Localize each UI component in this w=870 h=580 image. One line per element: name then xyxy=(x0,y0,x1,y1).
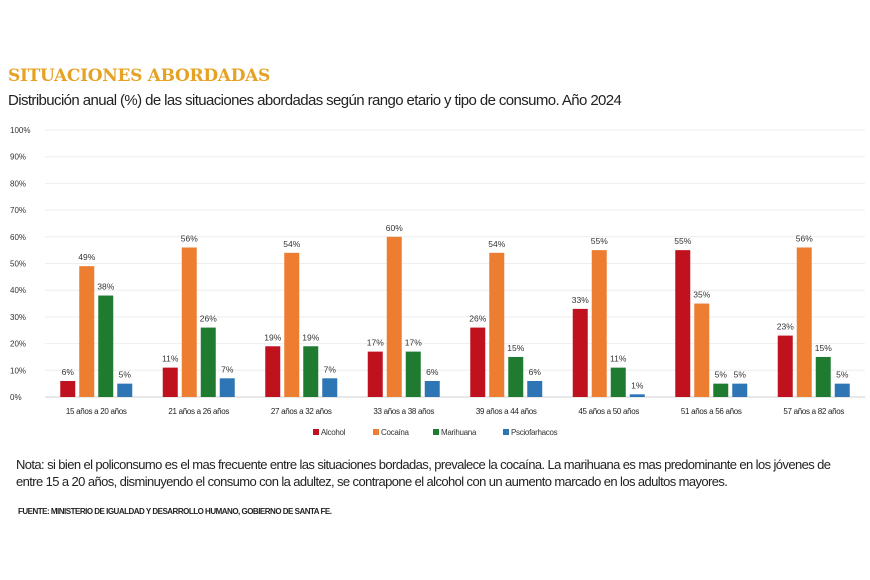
bar-alcohol xyxy=(265,346,281,397)
data-label: 26% xyxy=(469,314,486,324)
bar-psciofarhacos xyxy=(527,380,543,397)
data-label: 7% xyxy=(324,364,337,374)
bar-cocaína xyxy=(284,252,300,397)
data-label: 56% xyxy=(796,233,813,243)
x-tick-label: 39 años a 44 años xyxy=(476,407,537,416)
data-label: 26% xyxy=(200,314,217,324)
legend-label: Marihuana xyxy=(441,428,477,437)
data-label: 5% xyxy=(715,370,728,380)
legend-swatch-alcohol xyxy=(313,429,319,435)
data-label: 5% xyxy=(836,370,849,380)
x-tick-label: 21 años a 26 años xyxy=(168,407,229,416)
bar-marihuana xyxy=(405,351,421,397)
x-tick-label: 33 años a 38 años xyxy=(373,407,434,416)
y-tick-label: 0% xyxy=(10,393,22,402)
data-label: 11% xyxy=(162,354,179,364)
bar-chart: 0% 10% 20% 30% 40% 50% 60% 70% 80% 90% 100% 6% 49% 38… xyxy=(10,126,865,437)
y-tick-label: 10% xyxy=(10,366,26,375)
legend-swatch-psciofarhacos xyxy=(503,429,509,435)
data-label: 19% xyxy=(264,332,281,342)
x-tick-label: 45 años a 50 años xyxy=(578,407,639,416)
bar-alcohol xyxy=(60,380,76,397)
legend-swatch-cocaína xyxy=(373,429,379,435)
chart-title: SITUACIONES ABORDADAS xyxy=(8,66,271,86)
bar-cocaína xyxy=(591,250,607,397)
bar-psciofarhacos xyxy=(834,383,850,397)
x-tick-label: 57 años a 82 años xyxy=(783,407,844,416)
bar-marihuana xyxy=(508,356,524,397)
bar-psciofarhacos xyxy=(424,380,440,397)
bar-cocaína xyxy=(79,266,95,397)
y-tick-label: 80% xyxy=(10,179,26,188)
data-label: 7% xyxy=(221,364,234,374)
chart-subtitle: Distribución anual (%) de las situacione… xyxy=(8,92,622,109)
bar-alcohol xyxy=(675,250,691,397)
legend-label: Cocaína xyxy=(381,428,410,437)
x-tick-label: 27 años a 32 años xyxy=(271,407,332,416)
data-label: 17% xyxy=(405,338,422,348)
legend-swatch-marihuana xyxy=(433,429,439,435)
data-label: 11% xyxy=(610,354,627,364)
y-tick-label: 50% xyxy=(10,260,26,269)
data-label: 17% xyxy=(367,338,384,348)
data-label: 60% xyxy=(386,223,403,233)
y-tick-label: 40% xyxy=(10,286,26,295)
bar-cocaína xyxy=(386,236,402,397)
data-label: 19% xyxy=(302,332,319,342)
data-label: 56% xyxy=(181,233,198,243)
data-label: 5% xyxy=(119,370,132,380)
bar-alcohol xyxy=(162,367,178,397)
y-tick-label: 30% xyxy=(10,313,26,322)
bar-cocaína xyxy=(181,247,197,397)
data-label: 54% xyxy=(283,239,300,249)
data-label: 38% xyxy=(97,282,114,292)
bar-alcohol xyxy=(777,335,793,397)
data-label: 35% xyxy=(693,290,710,300)
y-tick-label: 70% xyxy=(10,206,26,215)
legend-label: Psciofarhacos xyxy=(511,428,558,437)
bar-alcohol xyxy=(470,327,486,397)
bar-cocaína xyxy=(694,303,710,397)
data-label: 23% xyxy=(777,322,794,332)
chart-note: Nota: si bien el policonsumo es el mas f… xyxy=(16,457,831,489)
x-tick-label: 51 años a 56 años xyxy=(681,407,742,416)
bar-alcohol xyxy=(572,308,588,397)
data-label: 6% xyxy=(529,367,542,377)
bar-marihuana xyxy=(713,383,729,397)
bar-cocaína xyxy=(489,252,505,397)
bar-cocaína xyxy=(796,247,812,397)
x-tick-label: 15 años a 20 años xyxy=(66,407,127,416)
y-tick-label: 60% xyxy=(10,233,26,242)
bar-marihuana xyxy=(200,327,216,397)
bar-psciofarhacos xyxy=(322,378,338,397)
data-label: 54% xyxy=(488,239,505,249)
y-tick-label: 90% xyxy=(10,153,26,162)
data-label: 6% xyxy=(62,367,75,377)
bar-alcohol xyxy=(367,351,383,397)
source-credit: FUENTE: MINISTERIO DE IGUALDAD Y DESARRO… xyxy=(18,507,332,516)
data-label: 33% xyxy=(572,295,589,305)
data-label: 49% xyxy=(78,252,95,262)
bar-marihuana xyxy=(610,367,626,397)
y-tick-label: 20% xyxy=(10,340,26,349)
bar-psciofarhacos xyxy=(117,383,133,397)
data-label: 55% xyxy=(591,236,608,246)
data-label: 6% xyxy=(426,367,439,377)
bar-marihuana xyxy=(98,295,114,397)
data-label: 15% xyxy=(815,343,832,353)
data-label: 1% xyxy=(631,380,644,390)
data-label: 5% xyxy=(734,370,747,380)
legend-label: Alcohol xyxy=(321,428,346,437)
bar-psciofarhacos xyxy=(219,378,235,397)
data-label: 55% xyxy=(674,236,691,246)
bar-marihuana xyxy=(303,346,319,397)
data-label: 15% xyxy=(507,343,524,353)
y-tick-label: 100% xyxy=(10,126,30,135)
bar-psciofarhacos xyxy=(732,383,748,397)
bar-marihuana xyxy=(815,356,831,397)
bar-psciofarhacos xyxy=(629,394,645,397)
